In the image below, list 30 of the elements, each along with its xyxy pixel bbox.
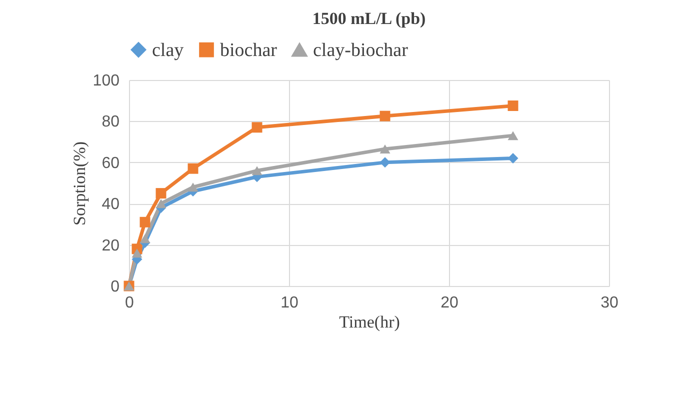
x-tick-label: 10 [280, 294, 298, 312]
chart-title: 1500 mL/L (pb) [312, 9, 426, 28]
x-tick-label: 30 [600, 294, 618, 312]
point [188, 163, 198, 174]
point [380, 144, 390, 154]
point [508, 153, 518, 164]
legend-label: clay [152, 40, 184, 61]
point [156, 199, 166, 208]
x-tick-label: 0 [125, 294, 134, 312]
y-axis-title: Sorption(%) [70, 141, 89, 226]
point [252, 166, 262, 176]
y-tick-label: 0 [110, 278, 120, 296]
legend-label: clay-biochar [313, 40, 409, 62]
point [380, 110, 390, 122]
y-tick-label: 100 [92, 72, 120, 90]
y-tick-label: 20 [102, 237, 120, 254]
x-axis-title: Time(hr) [339, 312, 400, 332]
y-tick-label: 60 [102, 154, 120, 172]
point [508, 100, 518, 111]
point [508, 131, 518, 140]
legend-label: biochar [220, 40, 278, 61]
point [156, 188, 166, 199]
y-tick-label: 80 [102, 114, 120, 131]
point [140, 234, 150, 244]
point [252, 122, 262, 133]
x-tick-label: 20 [440, 294, 458, 312]
point [132, 248, 142, 258]
point [140, 216, 150, 228]
y-tick-label: 40 [102, 196, 120, 214]
point [188, 182, 198, 192]
